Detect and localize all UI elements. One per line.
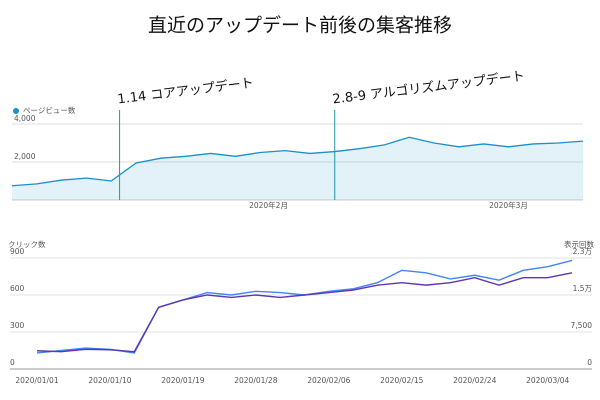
x-tick-label: 2020/01/10: [88, 376, 131, 385]
chart-title: 直近のアップデート前後の集客推移: [148, 15, 452, 37]
x-tick-label: 2020/02/06: [307, 376, 350, 385]
line: [11, 136, 584, 187]
legend-marker: [13, 108, 19, 114]
y-tick-label: 600: [10, 284, 25, 293]
area: [12, 137, 583, 200]
line: [36, 259, 573, 354]
x-tick-label: 2020年2月: [249, 200, 288, 210]
x-tick-label: 2020年3月: [489, 200, 528, 210]
y2-tick-label: 2.3万: [573, 247, 593, 256]
y-tick-label: 2,000: [14, 152, 36, 161]
y2-tick-label: 7,500: [571, 321, 593, 330]
legend-label: ページビュー数: [23, 105, 76, 115]
y-tick-label: 4,000: [14, 114, 36, 123]
x-tick-label: 2020/01/28: [234, 376, 277, 385]
x-tick-label: 2020/01/01: [15, 376, 58, 385]
annotation: 1.14 コアアップデート: [117, 75, 255, 108]
y2-tick-label: 0: [587, 358, 592, 367]
annotation: 2.8-9 アルゴリズムアップデート: [332, 68, 526, 107]
line: [36, 272, 573, 353]
x-tick-label: 2020/03/04: [526, 376, 569, 385]
y2-tick-label: 1.5万: [573, 284, 593, 293]
x-tick-label: 2020/01/19: [161, 376, 204, 385]
x-tick-label: 2020/02/24: [453, 376, 496, 385]
y-tick-label: 300: [10, 321, 25, 330]
y-tick-label: 0: [10, 358, 15, 367]
y-tick-label: 900: [10, 247, 25, 256]
y2-axis-title: 表示回数: [564, 239, 594, 249]
x-tick-label: 2020/02/15: [380, 376, 423, 385]
y-axis-title: クリック数: [8, 239, 46, 249]
